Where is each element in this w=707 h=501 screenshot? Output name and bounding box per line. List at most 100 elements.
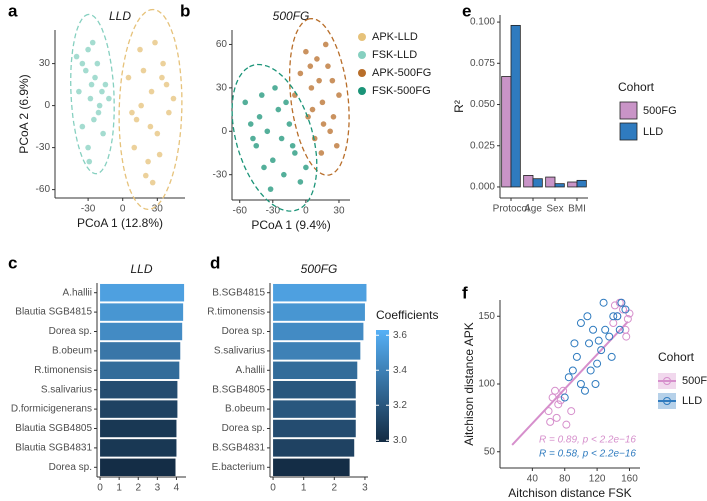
x-tick-label: 3 [155,483,161,494]
category-label: B.obeum [52,346,92,357]
point [292,150,298,156]
bar [273,303,365,321]
bar [554,183,565,188]
category-label: E.bacterium [212,462,265,473]
point [308,85,315,91]
y-tick-label: 150 [478,311,495,322]
bar [100,419,177,438]
category-label: S.salivarius [214,346,265,357]
point [131,144,138,151]
bar [273,322,364,341]
x-tick-label: 30 [152,204,164,215]
point [297,70,304,77]
point [250,135,256,142]
point [593,359,602,368]
colorbar-label: 3.4 [393,365,407,376]
point [272,85,278,91]
legend-label: 500FG [682,375,707,387]
bar [100,361,180,380]
colorbar-label: 3.6 [393,330,407,341]
panel-title: LLD [109,9,131,23]
bar [100,283,185,302]
y-axis-title: Aitchison distance APK [462,322,476,445]
x-tick-label: 160 [621,474,638,485]
category-label: A.hallii [236,365,265,376]
point [589,325,598,334]
point [170,95,177,102]
x-tick-label: 80 [559,474,571,485]
x-tick-label: 0 [303,206,309,217]
category-label: Blautia SGB4815 [15,307,92,318]
point [336,92,342,98]
point [160,60,166,67]
y-tick-label: 50 [484,446,496,457]
point [289,142,296,149]
point [591,380,600,388]
colorbar [376,330,389,442]
point [106,95,112,102]
point [327,128,333,135]
x-tick-label: 0 [97,483,103,494]
legend-key-marker [358,33,366,41]
colorbar-label: 3.0 [393,435,407,446]
bar [100,458,176,477]
bar [100,439,177,457]
point [278,135,285,142]
category-label: B.SGB4805 [212,384,265,395]
point [138,102,144,109]
category-label: D.formicigenerans [11,404,92,415]
point [586,366,595,375]
panel-label: b [180,1,190,20]
category-label: Dorea sp. [49,462,92,473]
legend-key-marker [358,69,366,77]
point [145,158,151,165]
y-tick-label: 0.050 [470,99,495,110]
legend-key [619,122,638,141]
point [129,109,135,116]
point [256,114,263,120]
point [258,92,265,98]
category-label: B.obeum [225,404,265,415]
point [546,417,555,426]
x-tick-label: 2 [135,483,141,494]
point [125,74,132,81]
x-axis-title: PCoA 1 (9.4%) [251,218,330,232]
point [585,339,594,348]
point [100,130,106,137]
point [133,116,140,123]
legend-key-marker [358,51,366,59]
x-tick-label: Age [524,204,542,215]
bar [523,175,534,188]
x-tick-label: 0 [270,483,276,494]
bar [545,176,556,188]
legend-label: FSK-500FG [372,85,431,97]
panel-label: c [8,253,17,272]
annotation: R = 0.58, p < 2.2e−16 [539,449,636,460]
x-tick-label: 40 [527,474,539,485]
bar [273,361,358,380]
x-tick-label: Protocol [493,204,530,215]
point [609,312,618,321]
legend-label: LLD [682,395,702,407]
point [319,99,326,106]
point [322,41,329,48]
legend-key-marker [663,377,671,385]
legend-label: LLD [643,126,663,138]
confidence-ellipse [231,63,318,212]
point [303,164,309,171]
point [329,77,336,84]
bar [100,342,181,360]
point [76,88,82,95]
category-label: Dorea sp. [49,326,92,337]
category-label: Dorea sp. [222,423,265,434]
point [572,352,581,361]
x-tick-label: 1 [301,483,307,494]
category-label: R.timonensis [34,365,92,376]
legend-title: Cohort [658,350,695,364]
point [286,121,293,127]
point [599,298,608,307]
point [247,121,254,127]
point [92,74,98,81]
category-label: B.SGB4831 [212,443,265,454]
